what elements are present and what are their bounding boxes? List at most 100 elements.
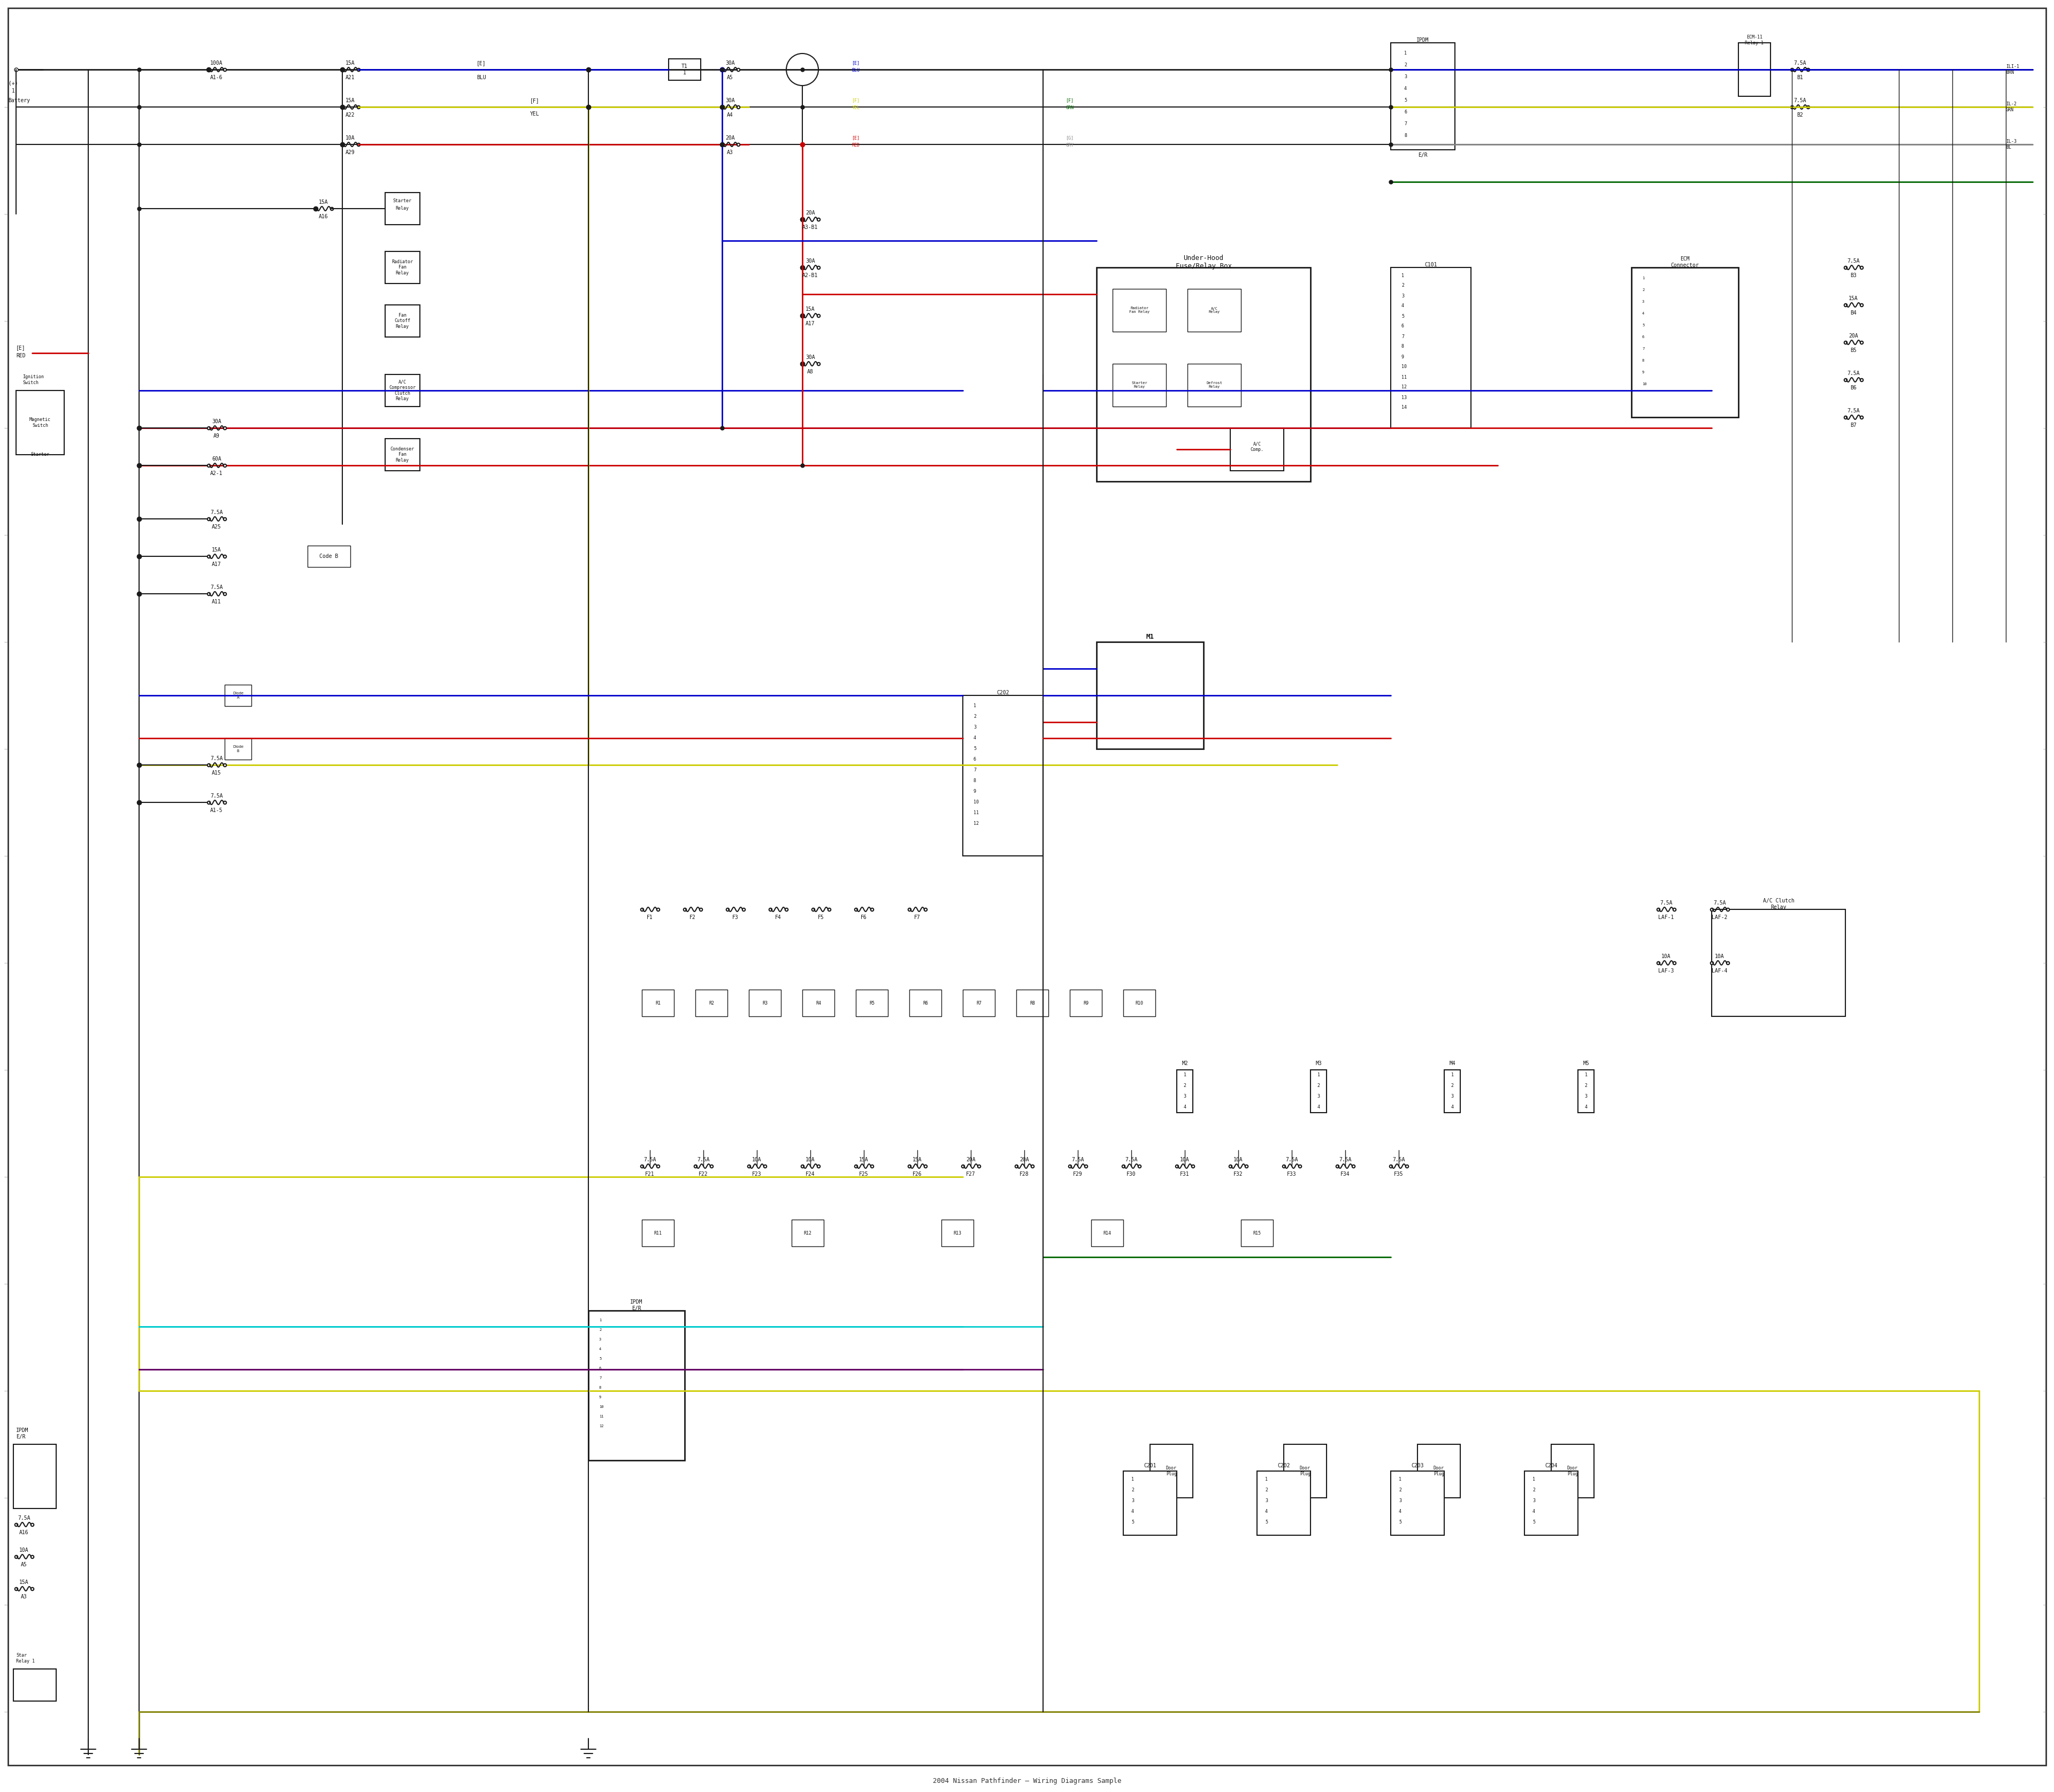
Bar [1097, 267, 1310, 482]
Text: 5: 5 [1401, 314, 1405, 319]
Text: B5: B5 [1851, 348, 1857, 353]
Text: 7.5A: 7.5A [696, 1158, 711, 1163]
Bar [641, 1220, 674, 1247]
Text: [F]: [F] [1066, 99, 1074, 102]
Text: 4: 4 [1450, 1106, 1454, 1109]
Text: —: — [2044, 213, 2048, 215]
Bar [386, 251, 419, 283]
Bar [1017, 989, 1048, 1016]
Text: —: — [2044, 640, 2048, 643]
Bar [1417, 1444, 1460, 1498]
Bar [1124, 989, 1154, 1016]
Text: A2-B1: A2-B1 [803, 272, 817, 278]
Text: 1: 1 [1132, 1477, 1134, 1482]
Text: LAF-2: LAF-2 [1711, 914, 1727, 919]
Text: Condenser
Fan
Relay: Condenser Fan Relay [390, 446, 415, 462]
Text: A11: A11 [212, 599, 222, 604]
Text: —: — [4, 1283, 8, 1285]
Text: 8: 8 [974, 778, 976, 783]
Bar [386, 305, 419, 337]
Text: 11: 11 [1401, 375, 1407, 380]
Text: 1: 1 [974, 704, 976, 708]
Text: —: — [2044, 1176, 2048, 1179]
Bar [1391, 1471, 1444, 1536]
Text: 4: 4 [1532, 1509, 1534, 1514]
Text: 10A: 10A [805, 1158, 815, 1163]
Text: 2: 2 [1584, 1084, 1588, 1088]
Text: A29: A29 [345, 151, 355, 156]
Text: 5: 5 [600, 1357, 602, 1360]
Text: 8: 8 [1401, 344, 1405, 349]
Text: M5: M5 [1584, 1061, 1590, 1066]
Text: 7.5A: 7.5A [643, 1158, 655, 1163]
Text: 10A: 10A [1234, 1158, 1243, 1163]
Text: 2: 2 [1265, 1487, 1267, 1493]
Text: YEL: YEL [852, 106, 861, 111]
Text: 1: 1 [1532, 1477, 1534, 1482]
Text: 4: 4 [1641, 312, 1645, 315]
Text: Radiator
Fan
Relay: Radiator Fan Relay [392, 260, 413, 276]
Bar [670, 59, 700, 81]
Text: A3-B1: A3-B1 [803, 224, 817, 229]
Text: 10A: 10A [1181, 1158, 1189, 1163]
Bar [910, 989, 941, 1016]
Text: 1: 1 [1265, 1477, 1267, 1482]
Text: ECM-11
Relay 1: ECM-11 Relay 1 [1746, 34, 1764, 45]
Text: A3: A3 [727, 151, 733, 156]
Text: 11: 11 [600, 1416, 604, 1417]
Text: 4: 4 [974, 737, 976, 740]
Text: —: — [2044, 961, 2048, 964]
Bar [386, 439, 419, 471]
Text: 1: 1 [1317, 1073, 1321, 1077]
Text: R4: R4 [815, 1000, 822, 1005]
Text: F5: F5 [817, 914, 824, 919]
Text: —: — [4, 106, 8, 109]
Text: 2: 2 [1399, 1487, 1401, 1493]
Text: 2: 2 [1641, 289, 1645, 292]
Bar [224, 685, 251, 706]
Bar [308, 545, 351, 566]
Text: 1: 1 [1183, 1073, 1185, 1077]
Text: F33: F33 [1288, 1172, 1296, 1177]
Text: R15: R15 [1253, 1231, 1261, 1235]
Text: 15A: 15A [18, 1579, 29, 1584]
Text: C202: C202 [996, 690, 1009, 695]
Text: C202: C202 [1278, 1462, 1290, 1468]
Text: F21: F21 [645, 1172, 655, 1177]
Bar [963, 695, 1043, 857]
Text: 2: 2 [1405, 63, 1407, 68]
Text: 7.5A: 7.5A [1847, 409, 1859, 414]
Bar [1391, 43, 1454, 151]
Bar [1391, 267, 1471, 428]
Text: 2: 2 [1317, 1084, 1321, 1088]
Text: —: — [4, 1389, 8, 1392]
Text: F29: F29 [1072, 1172, 1082, 1177]
Text: C203: C203 [1411, 1462, 1423, 1468]
Text: F25: F25 [859, 1172, 869, 1177]
Text: 7.5A: 7.5A [1393, 1158, 1405, 1163]
Text: 7.5A: 7.5A [210, 794, 224, 799]
Text: A5: A5 [727, 75, 733, 81]
Bar [1177, 1070, 1193, 1113]
Text: —: — [2044, 747, 2048, 751]
Text: A3: A3 [21, 1595, 27, 1600]
Text: R7: R7 [976, 1000, 982, 1005]
Bar [1711, 909, 1844, 1016]
Bar [1444, 1070, 1460, 1113]
Text: A17: A17 [212, 561, 222, 566]
Text: Star
Relay 1: Star Relay 1 [16, 1652, 35, 1663]
Text: A9: A9 [214, 434, 220, 439]
Text: 30A: 30A [725, 61, 735, 66]
Text: A25: A25 [212, 525, 222, 530]
Text: IL-2
GRN: IL-2 GRN [2007, 102, 2017, 113]
Text: F1: F1 [647, 914, 653, 919]
Text: 2: 2 [1401, 283, 1405, 289]
Text: A5: A5 [21, 1563, 27, 1568]
Text: A1-5: A1-5 [210, 808, 224, 814]
Text: 4: 4 [1405, 86, 1407, 91]
Text: 7: 7 [974, 769, 976, 772]
Text: B1: B1 [1797, 75, 1803, 81]
Text: 3: 3 [1405, 75, 1407, 79]
Text: Battery: Battery [8, 99, 31, 104]
Bar [857, 989, 887, 1016]
